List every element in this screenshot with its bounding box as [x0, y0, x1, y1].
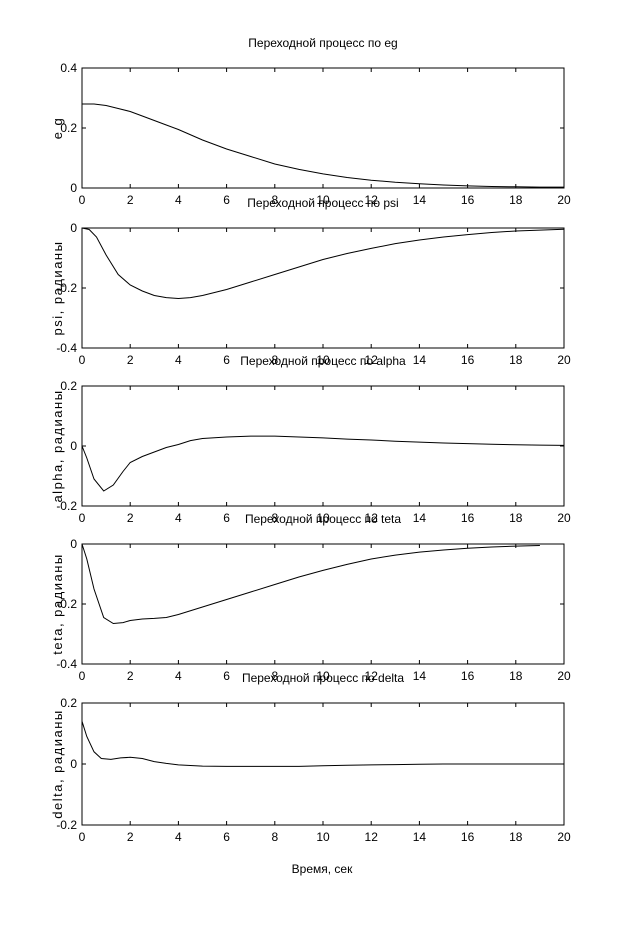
subplot-4: Переходной процесс по teta 0 2 4 6 8 10 12 14 16 1…	[50, 512, 571, 683]
plot-frame	[81, 67, 565, 189]
y-tick-label: 0	[70, 181, 77, 195]
x-tick-label: 4	[175, 669, 182, 683]
x-tick-label: 18	[509, 830, 523, 844]
x-tick-label: 6	[223, 353, 230, 367]
x-tick-label: 18	[509, 193, 523, 207]
figure-x-axis-label: Время, сек	[292, 862, 353, 876]
y-tick-label: -0.4	[56, 341, 77, 355]
y-tick-label: -0.2	[56, 818, 77, 832]
x-tick-label: 12	[365, 830, 379, 844]
y-tick-label: -0.4	[56, 657, 77, 671]
x-tick-label: 12	[365, 193, 379, 207]
x-tick-label: 18	[509, 353, 523, 367]
subplot-2: Переходной процесс по psi 0 2 4 6 8 10 12 14 16 18…	[50, 196, 571, 367]
plot-frame	[81, 227, 565, 349]
x-tick-label: 4	[175, 353, 182, 367]
x-tick-label: 8	[271, 353, 278, 367]
x-tick-label: 0	[79, 669, 86, 683]
chart-title: Переходной процесс по teta	[245, 512, 401, 526]
y-tick-label: -0.2	[56, 499, 77, 513]
y-tick-label: 0.4	[60, 61, 77, 75]
x-tick-label: 18	[509, 669, 523, 683]
y-axis-label: alpha, радианы	[50, 389, 65, 502]
x-tick-label: 10	[316, 353, 330, 367]
subplot-1: Переходной процесс по eg 0 2 4 6 8 10 12 14 16 18 2…	[50, 36, 571, 207]
plot-frame	[81, 385, 565, 507]
chart-title: Переходной процесс по eg	[248, 36, 397, 50]
x-tick-label: 12	[365, 353, 379, 367]
x-tick-label: 2	[127, 511, 134, 525]
x-tick-label: 4	[175, 193, 182, 207]
x-tick-label: 16	[461, 511, 475, 525]
plot-frame	[81, 543, 565, 665]
x-tick-label: 12	[365, 511, 379, 525]
chart-title: Переходной процесс по alpha	[240, 354, 406, 368]
series-line	[82, 103, 564, 188]
y-tick-label: 0.2	[60, 121, 77, 135]
y-axis-label: psi, радианы	[50, 241, 65, 336]
x-tick-label: 0	[79, 353, 86, 367]
x-tick-label: 14	[413, 669, 427, 683]
x-tick-label: 20	[557, 511, 571, 525]
y-axis-label: teta, радианы	[50, 553, 65, 654]
x-tick-label: 2	[127, 830, 134, 844]
x-tick-label: 16	[461, 193, 475, 207]
x-tick-label: 6	[223, 830, 230, 844]
x-tick-label: 16	[461, 353, 475, 367]
x-tick-label: 6	[223, 511, 230, 525]
x-tick-label: 14	[413, 830, 427, 844]
x-tick-label: 12	[365, 669, 379, 683]
x-tick-label: 10	[316, 511, 330, 525]
x-tick-label: 14	[413, 511, 427, 525]
x-tick-label: 8	[271, 511, 278, 525]
y-tick-label: 0	[70, 537, 77, 551]
x-tick-label: 8	[271, 669, 278, 683]
x-tick-label: 0	[79, 830, 86, 844]
chart-title: Переходной процесс по psi	[247, 196, 398, 210]
y-tick-label: -0.2	[56, 597, 77, 611]
x-tick-label: 6	[223, 669, 230, 683]
series-line	[81, 227, 565, 300]
x-tick-label: 16	[461, 830, 475, 844]
x-tick-label: 14	[413, 353, 427, 367]
x-tick-label: 10	[316, 830, 330, 844]
y-tick-label: 0.2	[60, 696, 77, 710]
y-axis-label: delta, радианы	[50, 709, 65, 818]
y-tick-label: 0	[70, 221, 77, 235]
x-tick-label: 16	[461, 669, 475, 683]
x-tick-label: 4	[175, 830, 182, 844]
subplot-5: Переходной процесс по delta 0 2 4 6 8 10 12 14 16…	[50, 671, 571, 844]
x-tick-label: 2	[127, 193, 134, 207]
subplot-3: Переходной процесс по alpha 0 2 4 6 8 10 12 14 16…	[50, 354, 571, 525]
x-tick-label: 20	[557, 830, 571, 844]
x-tick-label: 18	[509, 511, 523, 525]
x-tick-label: 0	[79, 193, 86, 207]
x-tick-label: 2	[127, 353, 134, 367]
series-line	[81, 721, 564, 767]
y-tick-label: 0	[70, 439, 77, 453]
x-tick-label: 8	[271, 830, 278, 844]
x-tick-label: 14	[413, 193, 427, 207]
y-tick-label: 0.2	[60, 379, 77, 393]
chart-title: Переходной процесс по delta	[242, 671, 404, 685]
x-tick-label: 10	[316, 193, 330, 207]
y-axis-label: e g	[50, 117, 65, 140]
x-tick-label: 20	[557, 669, 571, 683]
y-tick-label: 0	[70, 757, 77, 771]
x-tick-label: 20	[557, 353, 571, 367]
y-tick-label: -0.2	[56, 281, 77, 295]
x-tick-label: 6	[223, 193, 230, 207]
x-tick-label: 4	[175, 511, 182, 525]
x-tick-label: 10	[316, 669, 330, 683]
x-tick-label: 8	[271, 193, 278, 207]
x-tick-label: 0	[79, 511, 86, 525]
series-line	[81, 435, 565, 492]
x-tick-label: 20	[557, 193, 571, 207]
x-tick-label: 2	[127, 669, 134, 683]
series-line	[81, 543, 540, 625]
